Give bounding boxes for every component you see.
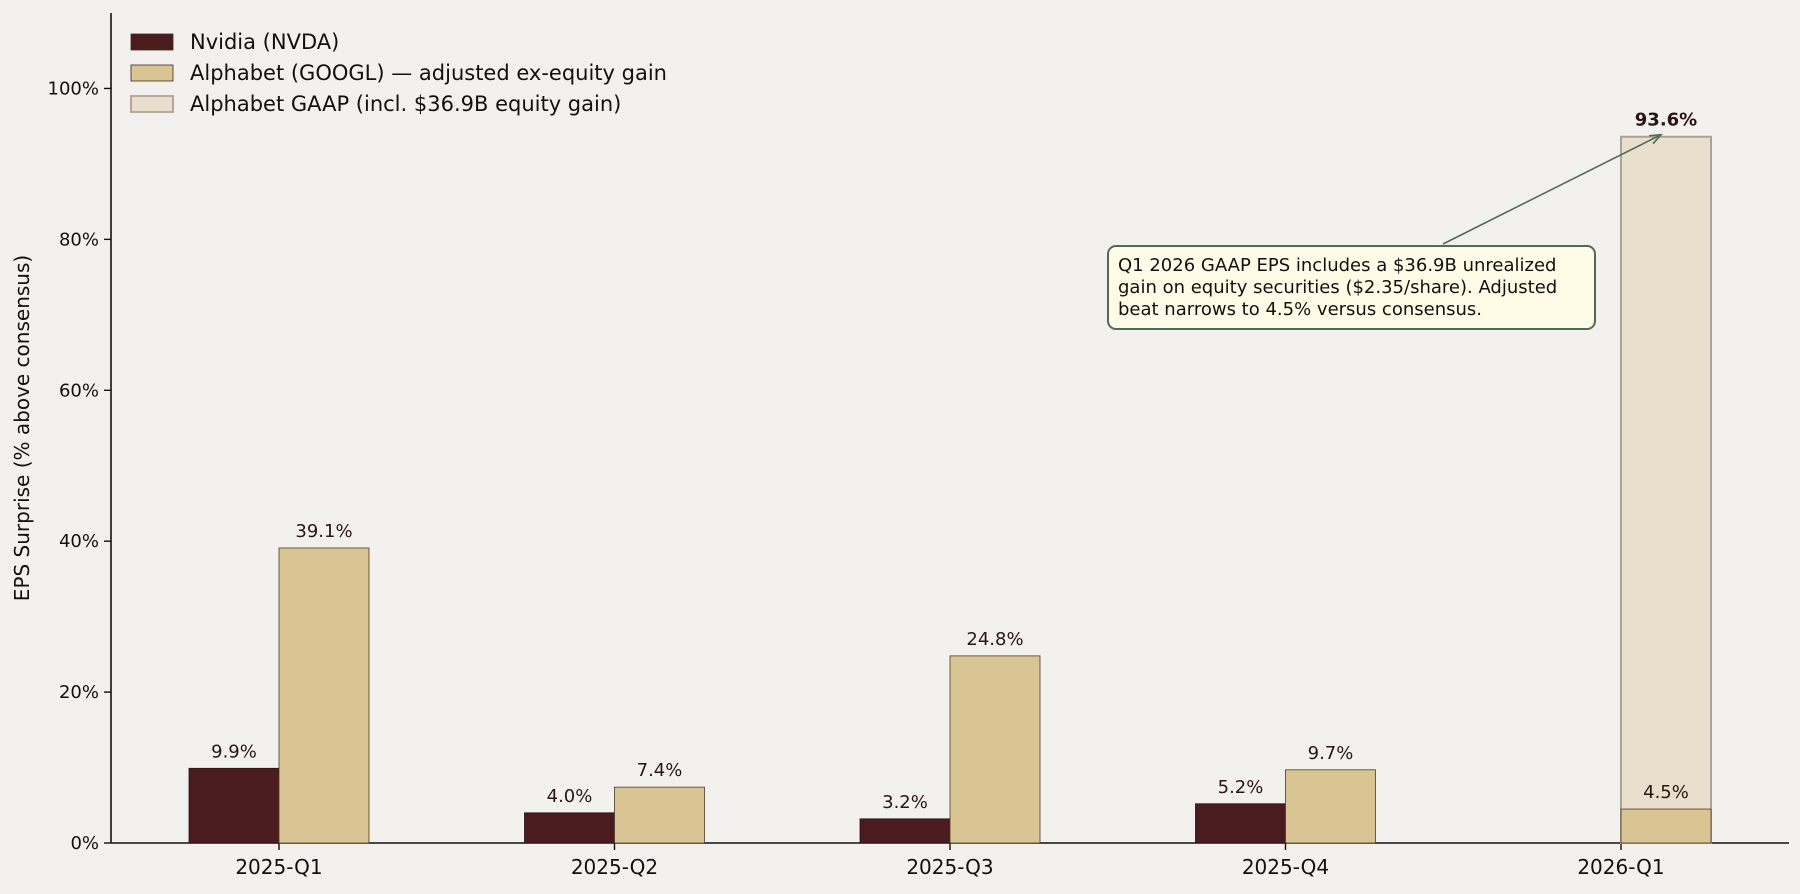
y-tick-label: 100% — [48, 78, 99, 99]
bar-label-googl-gaap: 93.6% — [1635, 110, 1697, 131]
bar-label-nvda: 4.0% — [547, 786, 593, 807]
bar-nvda — [1195, 803, 1286, 844]
x-tick-label: 2025-Q1 — [235, 855, 322, 879]
bar-label-googl-adjusted: 7.4% — [637, 760, 683, 781]
y-tick-label: 20% — [59, 682, 99, 703]
bar-label-googl-adjusted: 39.1% — [295, 521, 352, 542]
annotation-box: Q1 2026 GAAP EPS includes a $36.9B unrea… — [1107, 245, 1596, 330]
x-tick-label: 2025-Q3 — [906, 855, 993, 879]
y-tick-label: 80% — [59, 229, 99, 250]
bar-googl-gaap — [1620, 135, 1712, 844]
bar-labels: 93.6% 9.9% 4.0% 3.2% 5.2% 39.1% 7.4% 24.8% 9.7% 4… — [211, 110, 1697, 813]
legend-swatch-2 — [130, 95, 174, 113]
bar-googl-adjusted — [278, 547, 370, 844]
bar-googl-adjusted — [949, 655, 1041, 844]
y-tick-label: 60% — [59, 380, 99, 401]
y-axis-title: EPS Surprise (% above consensus) — [10, 255, 34, 601]
bar-nvda — [524, 812, 615, 844]
legend-label-0: Nvidia (NVDA) — [190, 30, 339, 54]
annotation-arrow-layer — [1442, 133, 1663, 245]
bar-googl-adjusted — [1285, 769, 1376, 844]
legend-label-2: Alphabet GAAP (incl. $36.9B equity gain) — [190, 92, 621, 116]
bar-label-nvda: 3.2% — [882, 792, 928, 813]
y-tick-label: 0% — [70, 833, 99, 854]
legend-label-1: Alphabet (GOOGL) — adjusted ex-equity ga… — [190, 61, 667, 85]
axes: 0% 20% 40% 60% 80% 100% 2025-Q1 2025-Q2 2025-Q3 2… — [10, 13, 1789, 879]
bar-label-googl-adjusted: 9.7% — [1308, 743, 1354, 764]
x-tick-label: 2025-Q2 — [571, 855, 658, 879]
bar-label-nvda: 5.2% — [1218, 777, 1264, 798]
bars — [188, 135, 1712, 844]
bar-label-googl-adjusted: 4.5% — [1643, 782, 1689, 803]
bar-nvda — [188, 767, 280, 844]
bar-label-nvda: 9.9% — [211, 741, 257, 762]
y-tick-label: 40% — [59, 531, 99, 552]
legend-swatch-1 — [130, 64, 174, 82]
x-tick-label: 2026-Q1 — [1577, 855, 1664, 879]
bar-googl-adjusted — [1620, 808, 1712, 844]
bar-googl-adjusted — [614, 786, 705, 844]
legend: Nvidia (NVDA) Alphabet (GOOGL) — adjusted… — [130, 30, 667, 116]
bar-label-googl-adjusted: 24.8% — [966, 629, 1023, 650]
bar-nvda — [859, 818, 951, 844]
annotation-arrow — [1442, 134, 1662, 245]
annotation-arrowhead — [1648, 133, 1663, 145]
x-tick-label: 2025-Q4 — [1242, 855, 1329, 879]
legend-swatch-0 — [130, 33, 174, 51]
